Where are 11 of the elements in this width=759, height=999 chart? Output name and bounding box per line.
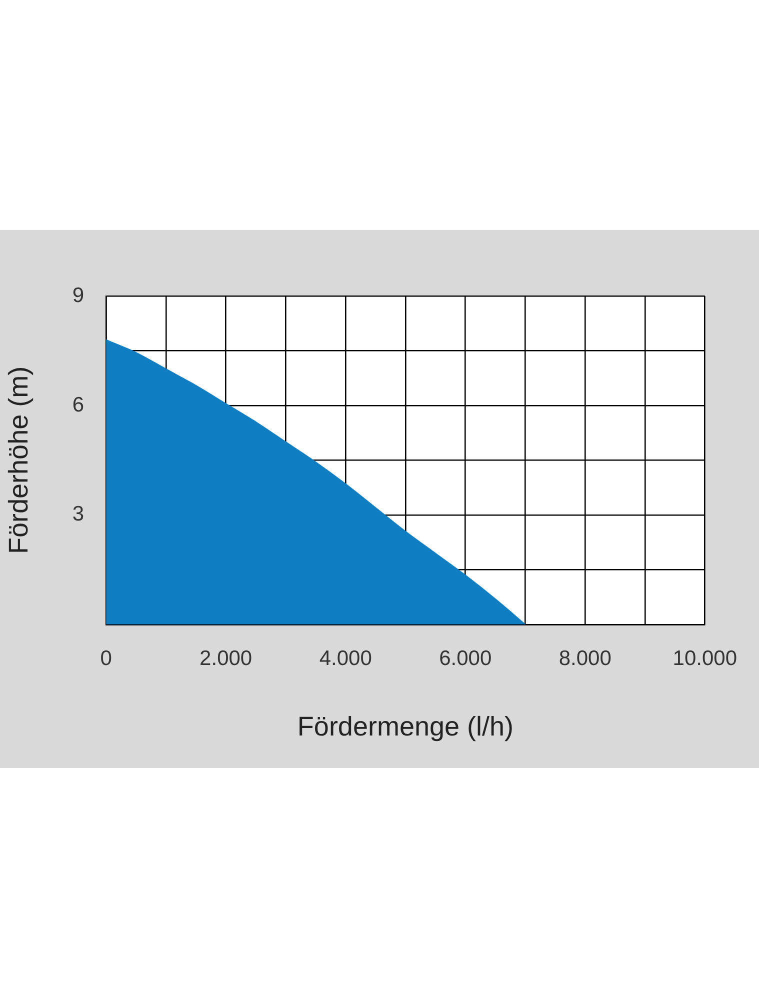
x-tick-label: 4.000 — [319, 646, 372, 670]
x-tick-label: 6.000 — [439, 646, 492, 670]
x-tick-label: 8.000 — [558, 646, 612, 670]
x-tick-label: 0 — [100, 646, 112, 670]
y-tick-label: 6 — [72, 393, 84, 416]
x-tick-label: 10.000 — [672, 646, 737, 670]
y-tick-label: 9 — [72, 284, 84, 307]
x-tick-label: 2.000 — [200, 646, 252, 670]
y-axis-title: Förderhöhe (m) — [4, 366, 34, 554]
y-tick-label: 3 — [72, 502, 84, 526]
x-axis-title: Fördermenge (l/h) — [297, 711, 514, 742]
